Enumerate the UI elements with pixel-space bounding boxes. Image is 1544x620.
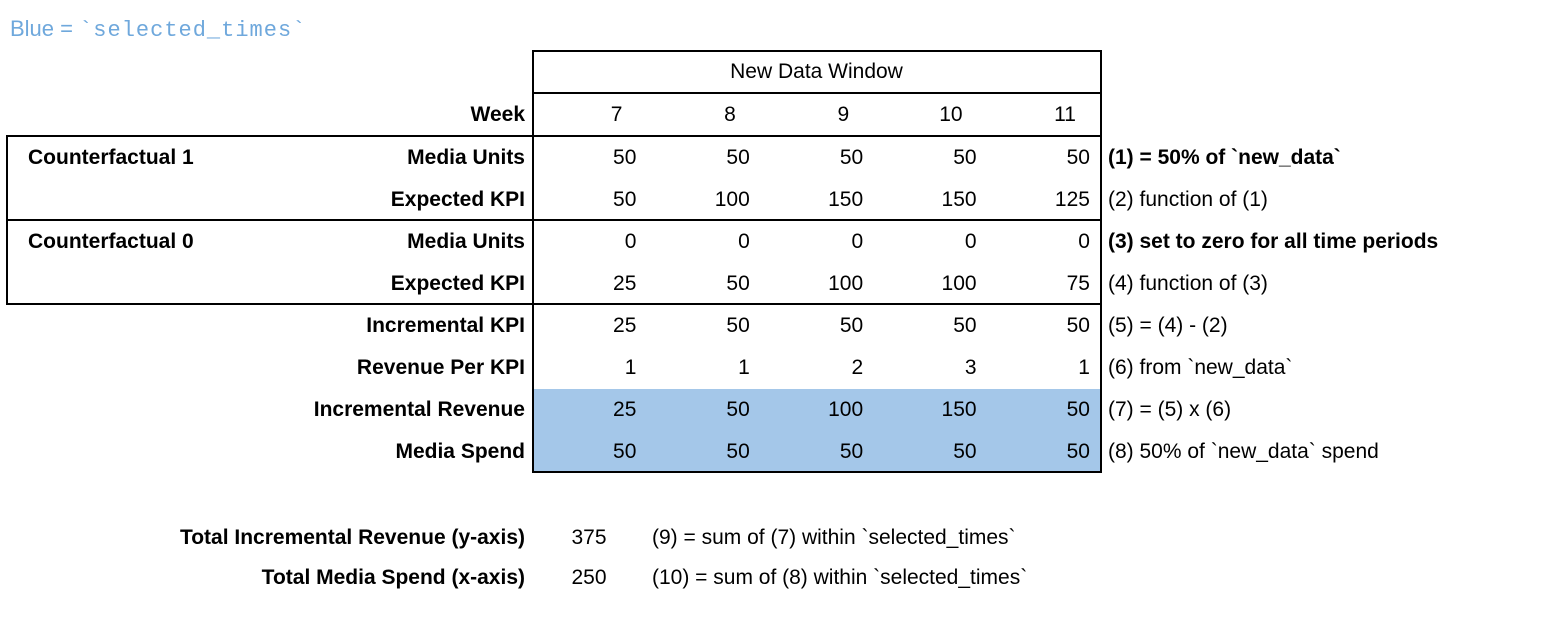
data-cell: 50 [839, 440, 864, 463]
row-label: Expected KPI [390, 272, 525, 295]
border-line [6, 219, 1102, 221]
row-note: (5) = (4) - (2) [1108, 314, 1228, 337]
data-cell: 50 [726, 398, 750, 421]
data-cell: 50 [839, 146, 864, 169]
data-cell: 100 [941, 272, 977, 295]
total-media-spend-note: (10) = sum of (8) within `selected_times… [652, 566, 1028, 589]
week-number-row: 7 8 9 10 11 [533, 94, 1100, 136]
border-line [6, 135, 1102, 137]
table-row: 25 50 50 50 50 [533, 305, 1100, 347]
row-note: (2) function of (1) [1108, 188, 1268, 211]
data-cell: 100 [828, 398, 864, 421]
row-note: (1) = 50% of `new_data` [1108, 146, 1341, 169]
week-number: 11 [1054, 103, 1076, 126]
data-cell: 50 [839, 314, 864, 337]
data-cell: 50 [1066, 440, 1090, 463]
table-row: 50 50 50 50 50 [533, 137, 1100, 179]
row-note: (8) 50% of `new_data` spend [1108, 440, 1379, 463]
data-cell: 25 [613, 398, 637, 421]
data-cell: 2 [851, 356, 864, 379]
legend-note: Blue = `selected_times` [10, 16, 306, 43]
row-label: Incremental Revenue [313, 398, 525, 421]
data-cell: 150 [828, 188, 864, 211]
data-cell: 125 [1054, 188, 1090, 211]
row-label: Media Units [407, 146, 525, 169]
week-number: 8 [724, 103, 736, 126]
data-cell: 0 [738, 230, 750, 253]
data-cell: 3 [964, 356, 977, 379]
border-line [533, 471, 1102, 473]
total-incremental-revenue-note: (9) = sum of (7) within `selected_times` [652, 526, 1016, 549]
table-row: 50 50 50 50 50 [533, 431, 1100, 473]
data-cell: 25 [613, 272, 637, 295]
data-cell: 1 [738, 356, 750, 379]
row-note: (3) set to zero for all time periods [1108, 230, 1439, 253]
table-row: 25 50 100 100 75 [533, 263, 1100, 305]
data-cell: 50 [726, 440, 750, 463]
data-cell: 50 [613, 146, 637, 169]
border-line [6, 303, 1102, 305]
data-cell: 50 [953, 146, 977, 169]
border-line [533, 50, 1102, 52]
row-label: Revenue Per KPI [356, 356, 525, 379]
data-cell: 0 [964, 230, 977, 253]
border-line [533, 92, 1102, 94]
table-row: 1 1 2 3 1 [533, 347, 1100, 389]
table-row: 50 100 150 150 125 [533, 179, 1100, 221]
data-cell: 0 [624, 230, 637, 253]
data-cell: 25 [613, 314, 637, 337]
week-label: Week [470, 103, 525, 126]
row-note: (4) function of (3) [1108, 272, 1268, 295]
data-cell: 50 [1066, 146, 1090, 169]
data-cell: 75 [1066, 272, 1090, 295]
data-cell: 50 [1066, 398, 1090, 421]
data-cell: 0 [1078, 230, 1090, 253]
week-number: 7 [610, 103, 623, 126]
row-label: Media Units [407, 230, 525, 253]
data-cell: 50 [953, 440, 977, 463]
row-note: (6) from `new_data` [1108, 356, 1293, 379]
table-row: 0 0 0 0 0 [533, 221, 1100, 263]
data-cell: 50 [726, 272, 750, 295]
data-cell: 100 [828, 272, 864, 295]
row-label: Media Spend [395, 440, 525, 463]
data-cell: 50 [726, 146, 750, 169]
data-cell: 50 [613, 188, 637, 211]
group-label-counterfactual-1: Counterfactual 1 [28, 146, 194, 169]
data-cell: 150 [941, 398, 977, 421]
data-cell: 50 [1066, 314, 1090, 337]
selected-times-code: `selected_times` [79, 18, 307, 43]
data-cell: 1 [624, 356, 637, 379]
total-media-spend-value: 250 [571, 566, 607, 589]
border-line [1100, 50, 1102, 473]
total-incremental-revenue-label: Total Incremental Revenue (y-axis) [179, 526, 525, 549]
data-cell: 100 [714, 188, 750, 211]
week-number: 9 [837, 103, 850, 126]
row-label: Incremental KPI [366, 314, 525, 337]
data-cell: 1 [1078, 356, 1090, 379]
legend-prefix: Blue = [10, 16, 80, 41]
row-label: Expected KPI [390, 188, 525, 211]
border-line [532, 50, 534, 473]
new-data-window-header: New Data Window [730, 60, 903, 83]
data-cell: 50 [953, 314, 977, 337]
selected-times-highlight [534, 389, 1100, 471]
row-note: (7) = (5) x (6) [1108, 398, 1232, 421]
data-cell: 150 [941, 188, 977, 211]
data-cell: 50 [613, 440, 637, 463]
week-number: 10 [939, 103, 963, 126]
total-incremental-revenue-value: 375 [571, 526, 607, 549]
table-row: 25 50 100 150 50 [533, 389, 1100, 431]
total-media-spend-label: Total Media Spend (x-axis) [261, 566, 525, 589]
data-cell: 50 [726, 314, 750, 337]
border-line [6, 135, 8, 305]
group-label-counterfactual-0: Counterfactual 0 [28, 230, 194, 253]
data-cell: 0 [851, 230, 864, 253]
